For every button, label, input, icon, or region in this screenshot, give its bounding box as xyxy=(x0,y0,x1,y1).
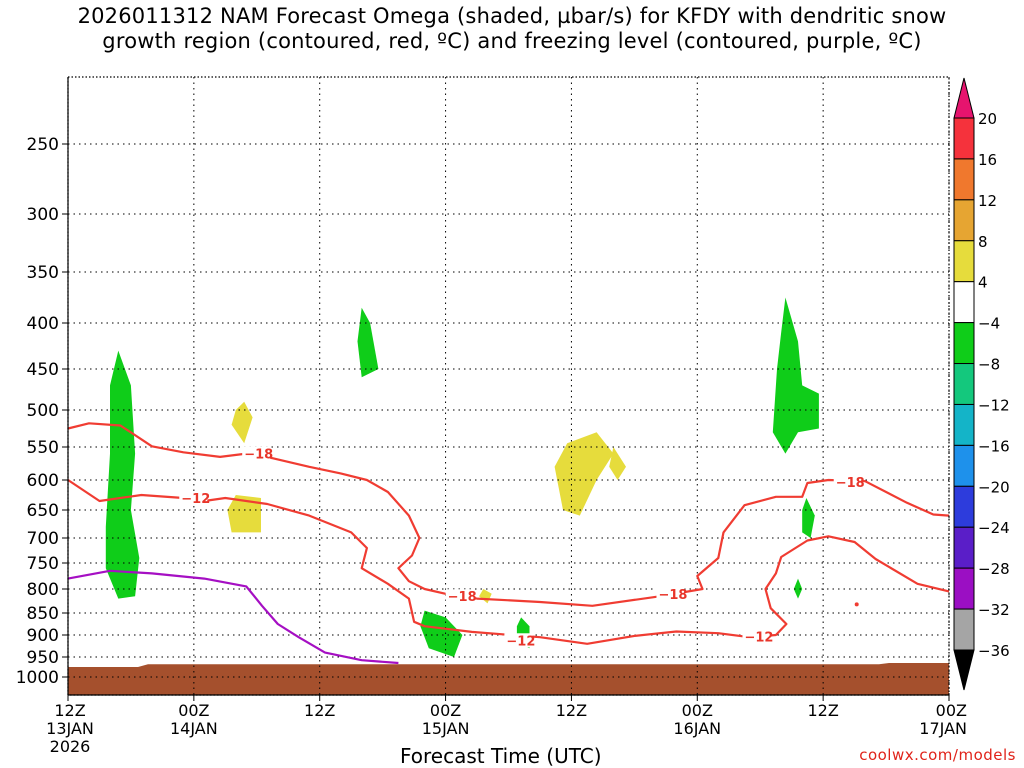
y-tick-label: 400 xyxy=(27,314,59,334)
colorbar-label: 16 xyxy=(978,151,997,169)
colorbar-swatch xyxy=(953,526,975,569)
omega-region xyxy=(609,447,626,480)
colorbar-label: −16 xyxy=(978,437,1010,455)
x-tick-label: 00Z xyxy=(430,701,461,720)
colorbar-swatch xyxy=(953,199,975,242)
x-tick-label: 2026 xyxy=(50,737,91,756)
omega-region xyxy=(105,350,140,599)
contour-label-bg xyxy=(656,586,685,601)
x-tick-label: 16JAN xyxy=(673,719,721,738)
colorbar-label: 12 xyxy=(978,192,997,210)
x-tick-label: 13JAN xyxy=(46,719,94,738)
colorbar-swatch xyxy=(953,281,975,324)
x-tick-label: 15JAN xyxy=(422,719,470,738)
omega-region xyxy=(802,498,815,538)
y-tick-label: 600 xyxy=(27,471,59,491)
chart-title: 2026011312 NAM Forecast Omega (shaded, µ… xyxy=(0,4,1024,54)
site-credit: coolwx.com/models xyxy=(859,746,1016,764)
freezing-level-contour xyxy=(67,569,399,665)
colorbar-swatch xyxy=(953,567,975,610)
colorbar-bottom-arrow xyxy=(953,649,975,691)
colorbar-label: 20 xyxy=(978,110,997,128)
y-tick-label: 550 xyxy=(27,438,59,458)
contour-dot xyxy=(854,602,859,607)
colorbar-label: −28 xyxy=(978,560,1010,578)
y-tick-label: 750 xyxy=(27,554,59,574)
contour-label-bg xyxy=(242,446,271,461)
colorbar-label: −32 xyxy=(978,601,1010,619)
x-tick-label: 00Z xyxy=(178,701,209,720)
x-tick-label: 17JAN xyxy=(919,719,967,738)
colorbar-label: −36 xyxy=(978,642,1010,660)
contour-label: −18 xyxy=(244,448,273,463)
y-tick-label: 850 xyxy=(27,604,59,624)
colorbar-swatch xyxy=(953,444,975,487)
contour-label-bg xyxy=(504,633,533,648)
y-tick-label: 250 xyxy=(27,135,59,155)
x-tick-label: 00Z xyxy=(682,701,713,720)
colorbar-label: −24 xyxy=(978,519,1010,537)
x-tick-label: 12Z xyxy=(556,701,587,720)
colorbar-label: −12 xyxy=(978,396,1010,414)
contour-label: −18 xyxy=(658,588,687,603)
y-tick-label: 700 xyxy=(27,529,59,549)
x-tick-label: 00Z xyxy=(936,701,967,720)
x-tick-label: 12Z xyxy=(304,701,335,720)
contour-label: −18 xyxy=(836,476,865,491)
contour-label-bg xyxy=(742,629,771,644)
contour-label-bg xyxy=(833,474,862,489)
omega-region xyxy=(231,401,253,444)
colorbar-label: 8 xyxy=(978,233,988,251)
contour-label: −12 xyxy=(744,630,773,645)
y-tick-label: 1000 xyxy=(16,668,59,688)
y-tick-label: 800 xyxy=(27,580,59,600)
contour-label: −18 xyxy=(448,590,477,605)
contour-label: −12 xyxy=(181,492,210,507)
plot-area xyxy=(68,77,949,695)
y-tick-label: 950 xyxy=(27,648,59,668)
colorbar-label: 4 xyxy=(978,274,988,292)
colorbar-swatch xyxy=(953,158,975,201)
y-tick-label: 650 xyxy=(27,501,59,521)
colorbar-label: −20 xyxy=(978,478,1010,496)
colorbar-swatch xyxy=(953,363,975,405)
title-line-2: growth region (contoured, red, ºC) and f… xyxy=(102,29,922,53)
ground-terrain xyxy=(68,663,949,695)
colorbar-swatch xyxy=(953,485,975,528)
y-tick-label: 500 xyxy=(27,401,59,421)
omega-region xyxy=(227,495,261,533)
y-tick-label: 300 xyxy=(27,205,59,225)
colorbar-label: −4 xyxy=(978,315,1000,333)
y-tick-label: 450 xyxy=(27,360,59,380)
omega-region xyxy=(554,432,614,516)
contour-label: −12 xyxy=(506,634,535,649)
colorbar-label: −8 xyxy=(978,356,1000,374)
colorbar-swatch xyxy=(953,240,975,283)
contour-label-bg xyxy=(445,589,474,604)
dgz-contour-minus12 xyxy=(67,479,950,645)
colorbar-swatch xyxy=(953,322,975,365)
colorbar-swatch xyxy=(953,608,975,651)
colorbar-top-arrow xyxy=(953,77,975,119)
omega-region xyxy=(772,297,819,454)
contour-label-bg xyxy=(179,491,208,505)
colorbar-swatch xyxy=(953,117,975,160)
dgz-contour-minus18 xyxy=(67,422,950,607)
x-tick-label: 12Z xyxy=(807,701,838,720)
omega-region xyxy=(357,307,379,378)
x-tick-label: 14JAN xyxy=(170,719,218,738)
y-tick-label: 350 xyxy=(27,263,59,283)
colorbar-swatch xyxy=(953,403,975,446)
x-tick-label: 12Z xyxy=(54,701,85,720)
x-axis-title: Forecast Time (UTC) xyxy=(400,744,602,768)
omega-region xyxy=(793,578,803,599)
y-tick-label: 900 xyxy=(27,626,59,646)
title-line-1: 2026011312 NAM Forecast Omega (shaded, µ… xyxy=(77,4,947,28)
omega-region xyxy=(420,610,463,657)
